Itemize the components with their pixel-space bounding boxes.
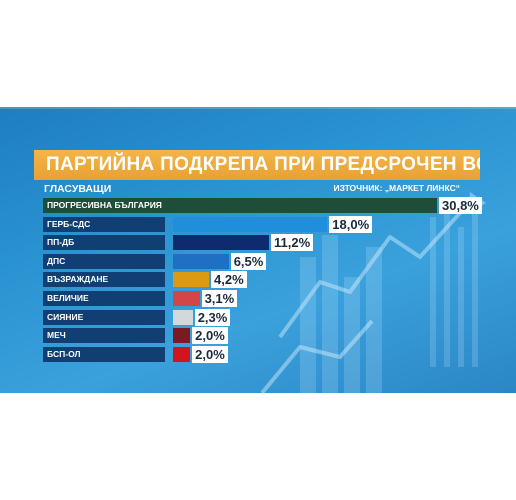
bar-row-background: [43, 235, 165, 251]
bar: [173, 272, 209, 288]
bar: [173, 291, 200, 306]
chart-panel: ПАРТИЙНА ПОДКРЕПА ПРИ ПРЕДСРОЧЕН ВОТ ГЛА…: [0, 107, 516, 393]
bar-row-background: [43, 346, 165, 362]
category-label: ДПС: [47, 255, 66, 266]
value-label: 4,2%: [211, 271, 247, 289]
bar: [173, 235, 269, 251]
value-label: 11,2%: [271, 234, 314, 252]
bar: [173, 216, 328, 232]
value-label: 30,8%: [439, 197, 482, 214]
value-label: 6,5%: [230, 252, 267, 270]
bar: [173, 253, 229, 269]
value-label: 18,0%: [329, 215, 373, 233]
value-label: 3,1%: [201, 290, 238, 307]
bar-row-background: [43, 291, 165, 306]
value-label: 2,0%: [192, 345, 228, 363]
category-label: ПП-ДБ: [47, 237, 75, 248]
category-label: ВЕЛИЧИЕ: [47, 293, 89, 303]
category-label: ПРОГРЕСИВНА БЪЛГАРИЯ: [47, 200, 162, 210]
bar: [173, 309, 193, 325]
bar: [173, 328, 191, 344]
bar-row-background: [43, 272, 165, 288]
chart-subtitle: ГЛАСУВАЩИ: [44, 183, 112, 195]
category-label: МЕЧ: [47, 330, 66, 341]
bar-row-background: [43, 216, 165, 232]
bar-row-background: [43, 328, 165, 344]
category-label: БСП-ОЛ: [47, 348, 81, 359]
bar-row-background: [43, 309, 165, 325]
value-label: 2,0%: [192, 327, 228, 345]
bar: [43, 198, 437, 213]
category-label: ГЕРБ-СДС: [47, 218, 91, 229]
chart-title: ПАРТИЙНА ПОДКРЕПА ПРИ ПРЕДСРОЧЕН ВОТ: [34, 150, 480, 180]
value-label: 2,3%: [194, 308, 231, 326]
bar: [173, 346, 191, 362]
category-label: ВЪЗРАЖДАНЕ: [47, 274, 109, 285]
source-label: ИЗТОЧНИК: „МАРКЕТ ЛИНКС“: [333, 183, 460, 193]
background-graphic: [0, 107, 516, 393]
bar-row-background: [43, 253, 165, 269]
category-label: СИЯНИЕ: [47, 311, 84, 322]
